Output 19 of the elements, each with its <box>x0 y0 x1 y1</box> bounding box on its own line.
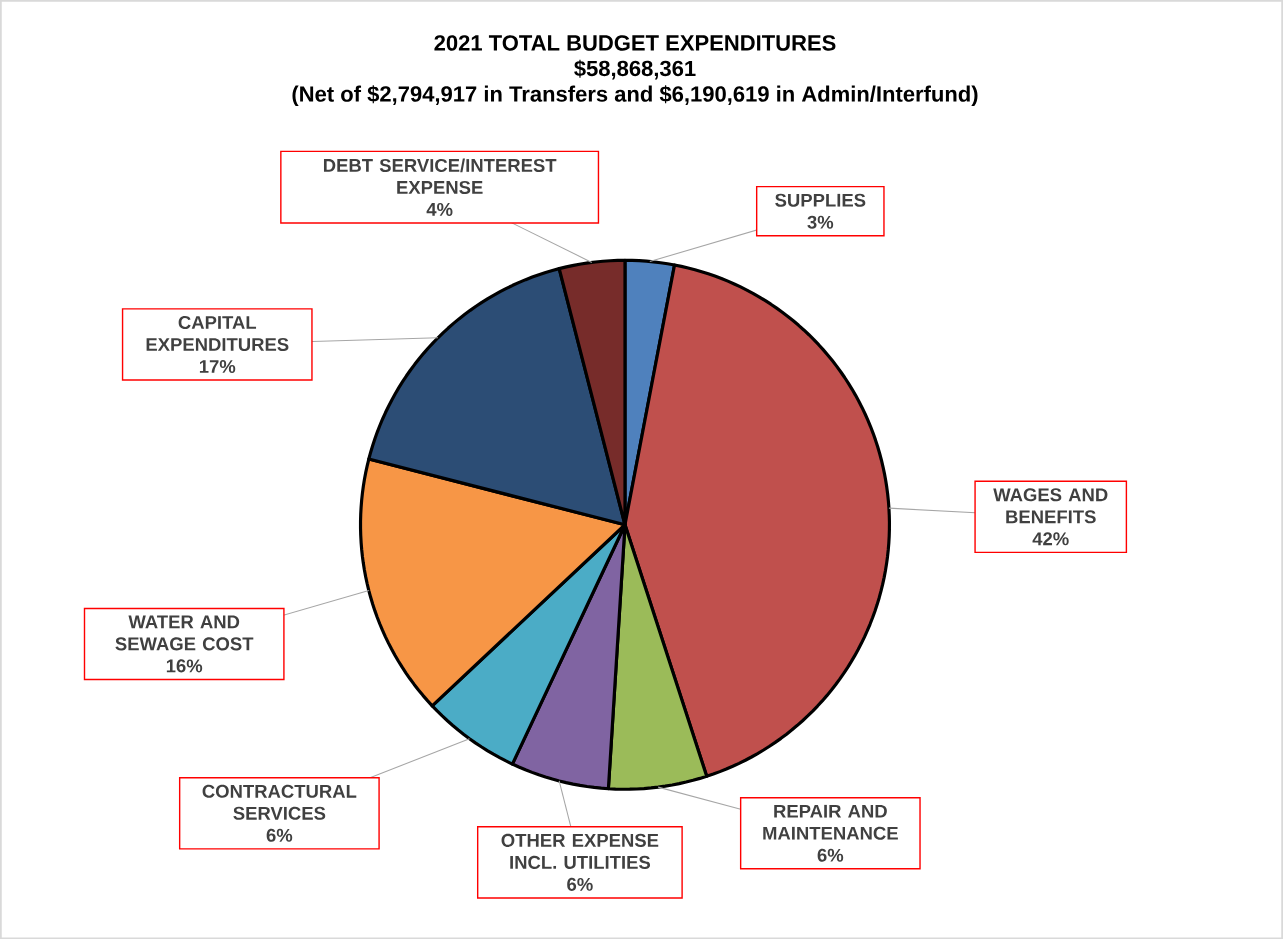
data-label: 6% <box>567 877 593 891</box>
data-label: 17% <box>199 359 236 373</box>
slice-label: CAPITAL EXPENDITURES <box>146 315 289 351</box>
text: (Net of $2,794,917 in Transfers and $6,190,619 in Admin/Interfund) <box>292 85 978 106</box>
slice-label: WATER AND SEWAGE COST <box>115 615 254 651</box>
data-label: 6% <box>266 828 293 842</box>
data-label: 6% <box>817 848 844 862</box>
data-label: 42% <box>1032 532 1069 546</box>
data-label: 3% <box>807 215 834 229</box>
slice-label: DEBT SERVICE/INTEREST EXPENSE <box>323 158 557 194</box>
slice-label: CONTRACTURAL SERVICES <box>202 784 357 820</box>
slice-label: WAGES AND BENEFITS <box>993 488 1108 524</box>
data-label: 16% <box>166 659 203 673</box>
data-label: 4% <box>426 202 453 216</box>
chart-title: 2021 TOTAL BUDGET EXPENDITURES <box>434 34 836 51</box>
slice-label: SUPPLIES <box>775 193 866 207</box>
chart-subtitle: $58,868,361 <box>574 59 696 80</box>
slice-label: OTHER EXPENSE INCL. UTILITIES <box>501 833 659 869</box>
slice-label: REPAIR AND MAINTENANCE <box>763 804 898 840</box>
